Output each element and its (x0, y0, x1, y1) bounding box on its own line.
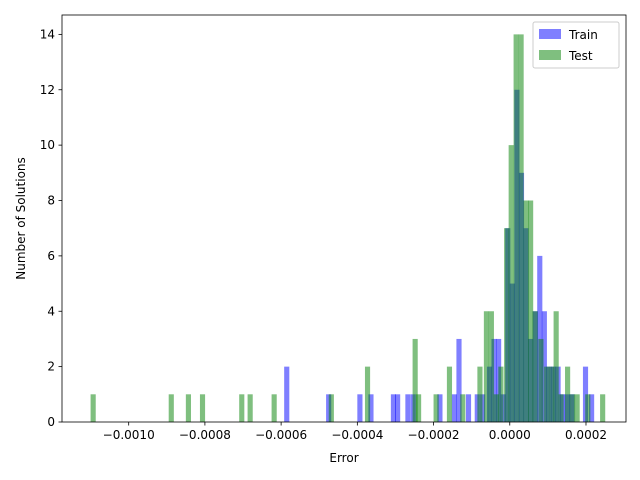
test-bar (199, 394, 206, 422)
train-bar (480, 394, 486, 422)
train-bar (491, 338, 497, 422)
test-bar (271, 394, 277, 422)
test-bar (504, 228, 510, 422)
train-bar (437, 394, 443, 422)
y-tick-label: 8 (47, 194, 55, 208)
test-legend-label: Test (568, 49, 593, 63)
test-bar (600, 394, 606, 422)
test-bar (518, 34, 524, 422)
test-bar (508, 145, 514, 422)
train-bar (357, 394, 363, 422)
test-bar (493, 394, 499, 422)
x-tick-label: −0.0002 (408, 428, 460, 442)
y-tick-label: 6 (47, 249, 55, 263)
axes-layer: −0.0010 −0.0008 −0.0006 −0.0004 −0.0002 0.000… (40, 14, 627, 442)
test-bar (558, 394, 564, 422)
train-bar (326, 394, 332, 422)
train-bar (451, 394, 457, 422)
train-bar (405, 394, 411, 422)
test-bar (488, 311, 494, 422)
test-bar (553, 311, 559, 422)
test-bar (328, 394, 334, 422)
test-bar (412, 338, 418, 422)
legend: Train Test (532, 21, 620, 69)
x-tick-label: −0.0006 (255, 428, 307, 442)
x-tick-label: −0.0010 (103, 428, 155, 442)
test-bar (168, 394, 174, 422)
test-bar (565, 366, 571, 422)
train-legend-label: Train (568, 28, 598, 42)
y-tick-label: 10 (40, 138, 55, 152)
test-bar (544, 366, 550, 422)
plot-frame (61, 14, 627, 423)
test-bar (574, 394, 580, 422)
test-bar (433, 394, 439, 422)
test-bar (364, 366, 371, 422)
train-bar (589, 394, 595, 422)
test-bar (528, 200, 534, 422)
x-tick-label: −0.0004 (331, 428, 383, 442)
test-bar (483, 311, 489, 422)
y-tick-label: 4 (47, 304, 55, 318)
train-bar (474, 394, 480, 422)
train-bar (395, 394, 401, 422)
test-bar (185, 394, 191, 422)
x-tick-label: 0.0000 (489, 428, 531, 442)
train-bar (368, 394, 374, 422)
test-bar (477, 366, 483, 422)
test-bar (239, 394, 245, 422)
x-tick-label: 0.0002 (565, 428, 607, 442)
x-tick-label: −0.0008 (179, 428, 231, 442)
y-tick-label: 12 (40, 83, 55, 97)
test-legend-swatch (539, 50, 561, 60)
test-bar (90, 394, 96, 422)
test-bar (513, 34, 519, 422)
bars-layer (90, 34, 606, 422)
y-axis-title: Number of Solutions (14, 157, 28, 280)
test-bar (569, 394, 576, 422)
y-tick-label: 14 (40, 27, 55, 41)
test-bar (498, 366, 504, 422)
train-bar (465, 394, 472, 422)
y-tick-label: 0 (47, 415, 55, 429)
test-bar (416, 394, 422, 422)
x-axis-title: Error (329, 451, 358, 465)
test-bar (247, 394, 253, 422)
train-bar (390, 394, 397, 422)
test-bar (460, 394, 466, 422)
train-bar (284, 366, 290, 422)
test-bar (585, 394, 591, 422)
train-bar (456, 338, 462, 422)
test-bar (532, 311, 538, 422)
test-bar (549, 366, 555, 422)
test-bar (523, 200, 529, 422)
train-legend-swatch (539, 29, 561, 39)
train-bar (541, 311, 547, 422)
test-bar (538, 338, 544, 422)
test-bar (446, 366, 453, 422)
y-tick-label: 2 (47, 360, 55, 374)
